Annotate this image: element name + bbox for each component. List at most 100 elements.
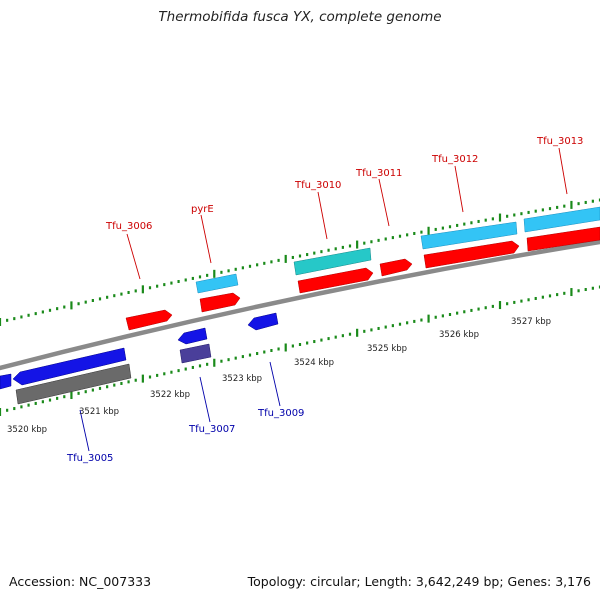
label-tfu3011[interactable]: Tfu_3011 xyxy=(355,168,402,179)
feature-tfu3013-cds[interactable] xyxy=(526,226,600,252)
outer-tick xyxy=(120,292,123,296)
inner-tick xyxy=(227,358,230,362)
inner-tick xyxy=(0,408,2,416)
label-pyre[interactable]: pyrE xyxy=(191,204,214,215)
outer-tick xyxy=(77,302,80,306)
outer-tick-track xyxy=(0,198,600,326)
outer-tick xyxy=(584,200,587,204)
inner-tick xyxy=(363,329,366,333)
inner-tick xyxy=(598,285,600,289)
outer-tick xyxy=(298,254,302,258)
inner-tick xyxy=(441,314,444,318)
inner-tick xyxy=(406,321,409,325)
inner-tick xyxy=(141,374,144,383)
inner-tick xyxy=(556,293,559,297)
outer-tick xyxy=(84,300,87,304)
inner-tick xyxy=(470,308,473,312)
label-tfu3009[interactable]: Tfu_3009 xyxy=(257,408,304,419)
inner-tick xyxy=(548,294,552,298)
outer-tick xyxy=(70,301,73,310)
feature-tfu3012-cds[interactable] xyxy=(423,240,520,269)
inner-tick xyxy=(448,313,452,316)
inner-tick xyxy=(127,380,130,384)
outer-tick xyxy=(348,244,352,248)
inner-tick xyxy=(527,298,530,302)
outer-tick xyxy=(98,297,102,301)
outer-tick xyxy=(0,318,2,326)
outer-tick xyxy=(184,278,187,282)
inner-tick xyxy=(20,405,23,409)
label-tfu3005[interactable]: Tfu_3005 xyxy=(66,453,113,464)
outer-tick xyxy=(248,264,252,268)
outer-tick xyxy=(263,261,266,265)
label-tfu3007[interactable]: Tfu_3007 xyxy=(188,424,235,435)
feature-tfu3005-gene[interactable] xyxy=(15,363,132,405)
outer-tick xyxy=(6,318,9,322)
outer-tick xyxy=(13,317,16,321)
label-tfu3012[interactable]: Tfu_3012 xyxy=(431,154,478,165)
feature-tfu3007-pseudo[interactable] xyxy=(179,343,212,364)
feature-tfu3005-cds[interactable] xyxy=(12,347,127,386)
feature-pyre-cds[interactable] xyxy=(199,292,241,313)
outer-tick xyxy=(506,214,509,218)
inner-tick xyxy=(41,400,44,404)
outer-tick xyxy=(520,212,523,216)
forward-features xyxy=(125,206,600,331)
inner-tick xyxy=(163,372,166,376)
inner-tick xyxy=(484,306,487,310)
inner-tick xyxy=(91,388,94,392)
forward-gene-labels: Tfu_3006 pyrE Tfu_3010 Tfu_3011 Tfu_3012… xyxy=(105,136,583,232)
feature-tfu3007-cds[interactable] xyxy=(177,327,208,345)
inner-tick xyxy=(291,344,294,348)
feature-tfu3011-cds[interactable] xyxy=(379,258,413,277)
outer-tick xyxy=(563,204,566,208)
outer-tick xyxy=(320,250,323,254)
inner-tick xyxy=(191,365,194,369)
outer-tick xyxy=(591,199,594,203)
inner-tick xyxy=(456,311,459,315)
feature-tfu3009-cds[interactable] xyxy=(247,312,279,331)
feature-pyre-gene[interactable] xyxy=(195,273,239,294)
inner-tick xyxy=(356,328,359,337)
outer-tick xyxy=(370,240,373,244)
inner-tick xyxy=(34,401,37,405)
outer-tick xyxy=(306,253,309,257)
feature-tfu3010-rna[interactable] xyxy=(293,247,372,276)
outer-tick xyxy=(27,313,30,317)
label-leaders xyxy=(79,147,568,452)
feature-tfu3006-cds[interactable] xyxy=(125,309,173,331)
outer-tick xyxy=(156,284,159,288)
inner-tick xyxy=(491,304,494,308)
feature-tfu3012-gene[interactable] xyxy=(420,221,518,250)
kbp-label-3526: 3526 kbp xyxy=(439,330,479,340)
kbp-label-3523: 3523 kbp xyxy=(222,374,262,384)
inner-tick xyxy=(56,396,59,400)
inner-tick xyxy=(420,318,423,322)
feature-tfu3013-gene[interactable] xyxy=(523,206,600,233)
outer-tick xyxy=(434,227,437,231)
label-tfu3010[interactable]: Tfu_3010 xyxy=(294,180,341,191)
outer-tick xyxy=(63,305,66,309)
outer-tick xyxy=(327,248,330,252)
inner-tick xyxy=(148,375,152,379)
feature-tfu3010-cds[interactable] xyxy=(297,267,374,294)
label-tfu3006[interactable]: Tfu_3006 xyxy=(105,221,152,232)
inner-tick xyxy=(6,408,9,412)
outer-tick xyxy=(341,245,344,249)
inner-tick xyxy=(463,310,466,314)
outer-tick xyxy=(91,299,94,303)
inner-tick xyxy=(320,338,323,342)
inner-tick xyxy=(241,355,244,359)
inner-tick xyxy=(206,362,209,366)
outer-tick xyxy=(513,213,516,217)
topology-text: Topology: circular; Length: 3,642,249 bp… xyxy=(247,574,591,589)
inner-tick xyxy=(591,286,594,290)
kbp-label-3522: 3522 kbp xyxy=(150,390,190,400)
outer-tick xyxy=(20,315,23,319)
feature-left-edge-cds[interactable] xyxy=(0,373,12,390)
outer-tick xyxy=(41,310,44,314)
outer-tick xyxy=(48,308,52,312)
label-tfu3013[interactable]: Tfu_3013 xyxy=(536,136,583,147)
outer-tick xyxy=(441,226,444,230)
